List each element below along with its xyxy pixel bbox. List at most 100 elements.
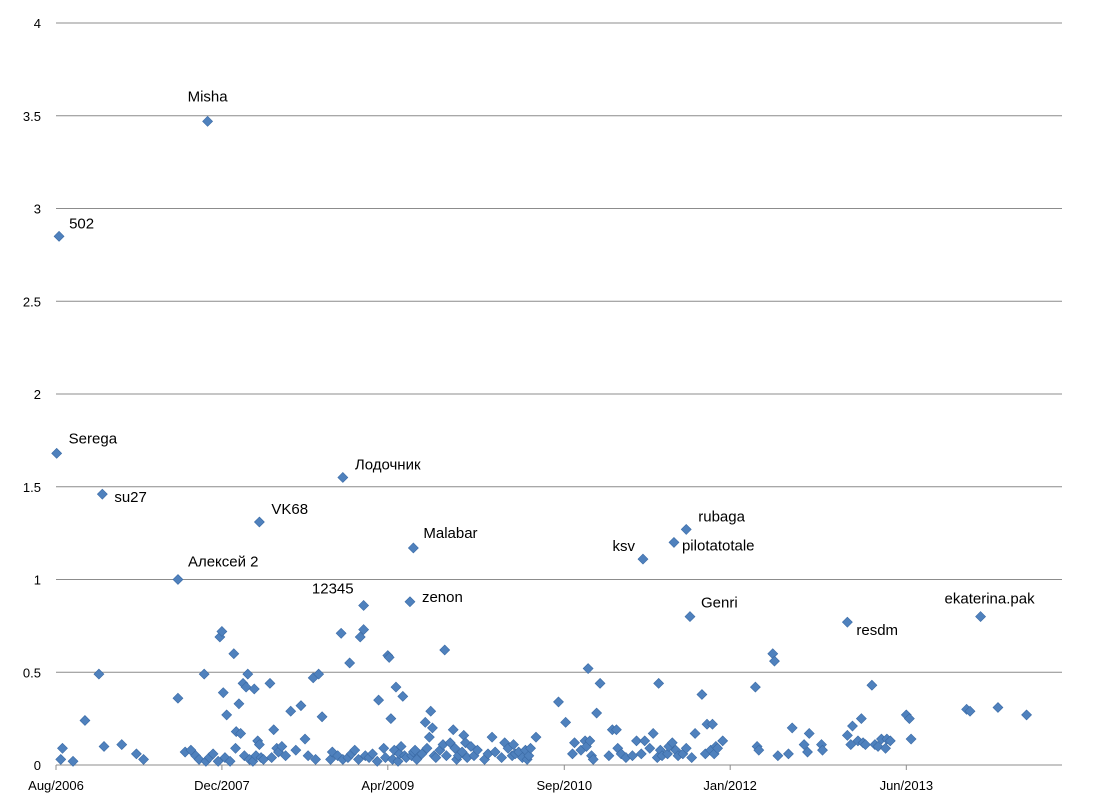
data-point (440, 750, 452, 762)
data-point (98, 741, 110, 752)
data-point (253, 516, 265, 528)
data-point (290, 744, 302, 756)
data-point (458, 729, 470, 741)
data-point (696, 689, 708, 700)
data-point (404, 596, 416, 608)
data-point (207, 748, 219, 760)
y-tick-label: 0 (34, 758, 41, 773)
y-tick-labels: 0 0.5 1 1.5 2 2.5 3 3.5 4 (23, 16, 41, 773)
data-point (268, 724, 280, 736)
data-point (390, 681, 402, 693)
point-label: Алексей 2 (188, 554, 259, 571)
data-point (486, 731, 498, 743)
y-tick-label: 1 (34, 573, 41, 588)
data-point (335, 627, 347, 639)
data-point (637, 553, 649, 565)
data-point (51, 447, 63, 459)
data-point (866, 679, 878, 691)
data-point (817, 744, 828, 756)
data-point (221, 709, 233, 721)
data-point (964, 705, 976, 717)
data-point (240, 681, 252, 693)
x-tick-labels: Aug/2006 Dec/2007 Apr/2009 Sep/2010 Jan/2012… (28, 765, 933, 793)
data-point (635, 748, 647, 760)
data-point (395, 741, 407, 752)
y-tick-label: 2 (34, 387, 41, 402)
data-point (644, 742, 656, 754)
data-point (553, 696, 564, 708)
data-point (496, 752, 508, 764)
data-point (67, 755, 79, 767)
data-point (53, 230, 65, 242)
data-point (508, 739, 519, 751)
data-points (51, 115, 1032, 767)
data-point (228, 648, 240, 660)
data-point (344, 657, 356, 669)
data-point (264, 677, 276, 689)
data-point (349, 744, 361, 756)
data-point (447, 724, 459, 736)
data-point (302, 750, 314, 762)
data-point (523, 750, 535, 762)
data-point (371, 755, 383, 767)
data-point (172, 574, 184, 585)
x-tick-label: Jun/2013 (880, 778, 934, 793)
data-point (230, 742, 241, 754)
data-point (525, 742, 536, 754)
data-point (489, 746, 501, 758)
data-point (841, 616, 853, 628)
data-point (276, 741, 288, 752)
data-point (397, 690, 409, 702)
data-point (802, 746, 813, 758)
data-point (786, 722, 798, 734)
data-point (880, 742, 891, 754)
data-point (767, 648, 779, 660)
data-point (798, 739, 810, 751)
data-point (425, 705, 437, 717)
data-point (680, 742, 692, 754)
data-point (378, 742, 390, 754)
data-point (411, 754, 423, 765)
y-tick-label: 1.5 (23, 480, 41, 495)
point-label: Лодочник (355, 456, 421, 473)
y-tick-label: 0.5 (23, 665, 41, 680)
data-point (707, 718, 718, 730)
data-point (358, 624, 370, 636)
data-point (471, 744, 483, 756)
data-point (582, 663, 594, 674)
data-point (217, 687, 229, 699)
data-point (242, 668, 254, 680)
data-point (717, 735, 729, 747)
data-point (847, 720, 858, 732)
data-point (409, 744, 421, 756)
data-point (93, 668, 105, 680)
data-point (280, 750, 292, 762)
data-point (416, 748, 428, 760)
data-point (872, 741, 884, 752)
data-point (603, 750, 615, 762)
data-point (130, 748, 142, 760)
point-label: 12345 (312, 580, 354, 597)
data-point (855, 713, 867, 725)
data-point (253, 739, 265, 751)
data-point (668, 536, 680, 548)
data-point (316, 711, 328, 723)
data-point (202, 115, 214, 127)
data-point (769, 655, 780, 667)
data-point (684, 611, 696, 623)
point-label: Malabar (423, 525, 477, 542)
data-point (803, 728, 815, 739)
data-point (116, 739, 128, 751)
data-point (430, 752, 442, 764)
data-point (233, 698, 245, 710)
data-point (626, 750, 638, 762)
data-point (313, 668, 325, 680)
data-point (530, 731, 542, 743)
data-point (358, 600, 370, 611)
data-point (224, 755, 236, 767)
point-label: Genri (701, 595, 738, 612)
data-point (295, 700, 307, 712)
point-label: pilotatotale (682, 537, 755, 554)
data-point (569, 737, 580, 749)
data-point (419, 716, 431, 728)
